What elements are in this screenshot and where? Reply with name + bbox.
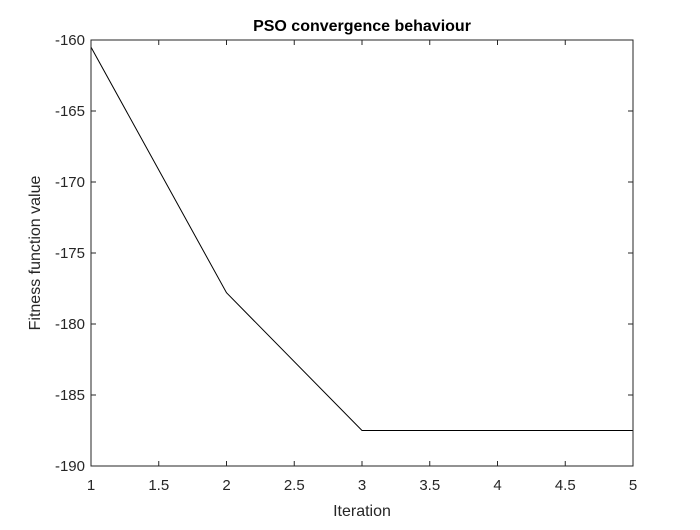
x-tick-label: 5 — [629, 477, 637, 494]
chart-title: PSO convergence behaviour — [253, 18, 471, 35]
x-tick-label: 4.5 — [555, 477, 576, 494]
y-tick-label: -185 — [55, 387, 85, 404]
x-tick-label: 2 — [222, 477, 230, 494]
y-tick-label: -180 — [55, 316, 85, 333]
plot-area-background — [91, 40, 633, 466]
x-tick-label: 1.5 — [148, 477, 169, 494]
x-axis-label: Iteration — [333, 503, 391, 520]
y-axis-ticks: -190 -185 -180 -175 -170 -165 -160 — [55, 32, 633, 475]
x-tick-label: 1 — [87, 477, 95, 494]
y-axis-label: Fitness function value — [27, 176, 44, 331]
x-tick-label: 2.5 — [284, 477, 305, 494]
y-tick-label: -175 — [55, 245, 85, 262]
axes-box — [90, 39, 634, 467]
x-tick-label: 3.5 — [419, 477, 440, 494]
y-tick-label: -170 — [55, 174, 85, 191]
y-tick-label: -190 — [55, 458, 85, 475]
x-tick-label: 3 — [358, 477, 366, 494]
x-axis-ticks: 1 1.5 2 2.5 3 3.5 4 4.5 5 — [87, 40, 637, 494]
y-tick-label: -160 — [55, 32, 85, 49]
x-tick-label: 4 — [493, 477, 501, 494]
y-tick-label: -165 — [55, 103, 85, 120]
series-line — [90, 46, 633, 431]
